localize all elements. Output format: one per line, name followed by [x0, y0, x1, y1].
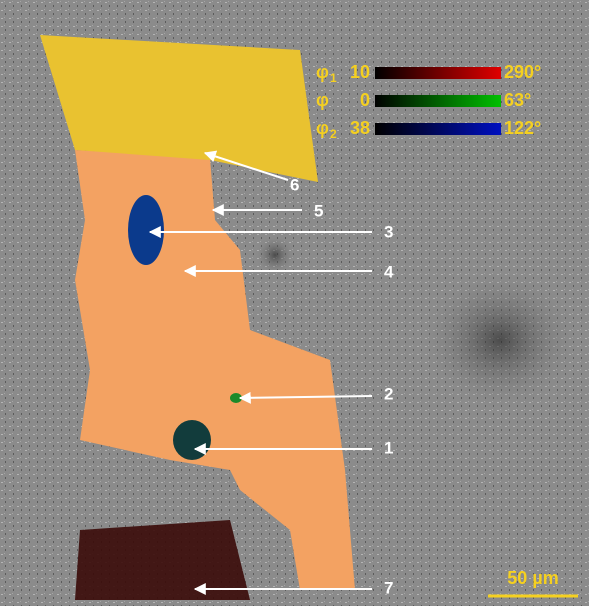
- label: 2: [384, 384, 393, 403]
- label: 6: [290, 175, 299, 194]
- legend-min: 38: [350, 118, 370, 138]
- legend-symbol: φ: [316, 62, 329, 82]
- micrograph: 1 2 3 4 5 6 7 φ110290°φ063°φ238122° 50 µ…: [0, 0, 589, 606]
- precipitate-cluster: [255, 235, 295, 275]
- legend-subscript: 1: [330, 71, 337, 85]
- color-bar: [375, 123, 501, 135]
- color-bar: [375, 95, 501, 107]
- label: 4: [384, 262, 394, 281]
- legend-min: 0: [360, 90, 370, 110]
- teal-grain: [173, 420, 211, 460]
- label: 7: [384, 578, 393, 597]
- scale-bar-label: 50 µm: [507, 568, 558, 588]
- blue-grain: [128, 195, 164, 265]
- legend-symbol: φ: [316, 118, 329, 138]
- legend-max: 63°: [504, 90, 531, 110]
- legend-max: 122°: [504, 118, 541, 138]
- legend-subscript: 2: [330, 127, 337, 141]
- label: 3: [384, 222, 393, 241]
- legend-symbol: φ: [316, 90, 329, 110]
- precipitate-cluster: [420, 270, 580, 410]
- color-bar: [375, 67, 501, 79]
- label: 5: [314, 201, 323, 220]
- legend-max: 290°: [504, 62, 541, 82]
- legend-min: 10: [350, 62, 370, 82]
- label: 1: [384, 438, 393, 457]
